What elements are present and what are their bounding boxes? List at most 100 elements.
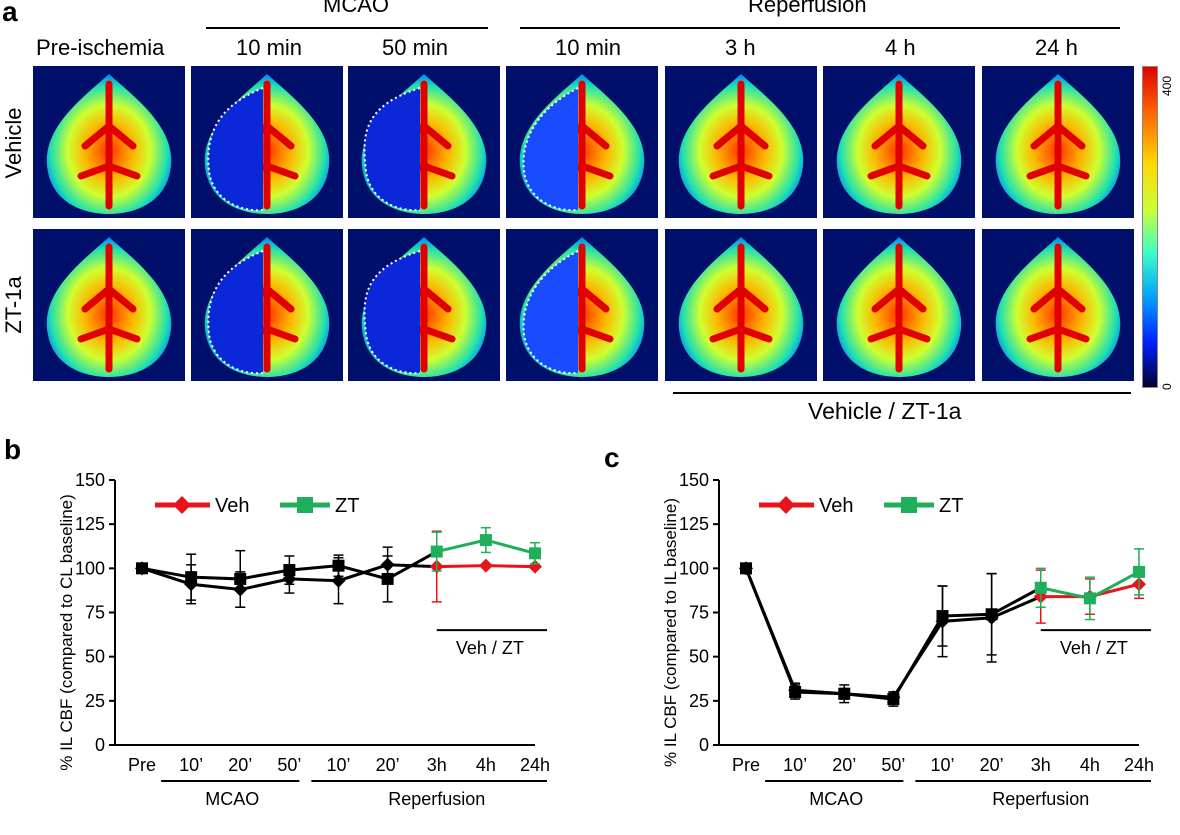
data-point-zt — [838, 687, 851, 700]
data-point-zt — [936, 610, 949, 623]
data-point-zt — [185, 571, 198, 584]
x-tick-label: 20’ — [980, 755, 1004, 775]
data-point-zt — [985, 608, 998, 621]
x-tick-label: Pre — [732, 755, 760, 775]
mcao-group-label: MCAO — [205, 789, 259, 809]
ischemic-region — [364, 251, 420, 374]
y-tick-label: 100 — [679, 558, 709, 578]
col-label-pre-ischemia: Pre-ischemia — [36, 35, 165, 60]
y-tick-label: 50 — [689, 647, 709, 667]
y-tick-label: 50 — [85, 647, 105, 667]
cbf-image-tile — [982, 229, 1134, 381]
colorbar-min-label: 0 — [1160, 383, 1174, 390]
colorbar-max-label: 400 — [1160, 75, 1174, 96]
cbf-image-tile — [506, 66, 658, 218]
row-label-zt1a: ZT-1a — [1, 276, 26, 334]
col-label-rep-24h: 24 h — [1035, 35, 1078, 60]
data-point-zt — [381, 572, 394, 585]
x-tick-label: 50’ — [277, 755, 301, 775]
x-tick-label: Pre — [128, 755, 156, 775]
cbf-image-tile — [191, 229, 343, 381]
y-tick-label: 150 — [75, 470, 105, 490]
legend-zt-label: ZT — [939, 495, 963, 517]
data-point-zt — [529, 547, 541, 560]
cbf-image-tile — [506, 229, 658, 381]
y-tick-label: 75 — [85, 603, 105, 623]
chart-b: 0 25 50 75 100 125 150 Pre 10’ 20’ 50’ 10’ 20’ 3h 4h 24… — [57, 470, 550, 809]
series-line-pre — [744, 567, 1042, 701]
data-point-veh — [528, 559, 542, 574]
x-tick-label: 50’ — [881, 755, 905, 775]
x-tick-label: 4h — [1080, 755, 1100, 775]
ischemic-region — [523, 251, 578, 374]
ischemic-region — [364, 88, 420, 211]
legend-veh-label: Veh — [215, 495, 249, 517]
x-tick-label: 20’ — [228, 755, 252, 775]
y-tick-label: 75 — [689, 603, 709, 623]
mcao-group-label: MCAO — [809, 789, 863, 809]
data-point-zt — [430, 545, 443, 558]
data-point-zt — [887, 693, 900, 706]
cbf-image-tile — [191, 66, 343, 218]
treatment-label: Veh / ZT — [456, 638, 524, 658]
x-tick-label: 20’ — [376, 755, 400, 775]
cbf-image-tile — [982, 66, 1134, 218]
x-tick-label: 4h — [476, 755, 496, 775]
data-point-veh — [331, 573, 346, 588]
treatment-line — [673, 392, 1131, 394]
y-axis-label: % IL CBF (compared to CL baseline) — [57, 494, 76, 771]
panel-a-letter: a — [2, 0, 18, 27]
lesion-outline — [363, 87, 421, 212]
legend-veh-marker — [173, 496, 191, 514]
data-point-zt — [789, 686, 802, 698]
data-point-zt — [1083, 592, 1096, 605]
legend-zt-marker — [297, 497, 313, 513]
data-point-zt — [283, 564, 296, 577]
y-tick-label: 150 — [679, 470, 709, 490]
legend-veh-marker — [777, 496, 795, 514]
treatment-label: Veh / ZT — [1060, 638, 1128, 658]
y-axis-label: % IL CBF (compared to IL baseline) — [661, 498, 680, 767]
data-point-zt — [479, 534, 492, 547]
cbf-image-tile — [33, 66, 185, 218]
mcao-header-line — [206, 27, 488, 29]
y-tick-label: 125 — [679, 514, 709, 534]
lesion-outline — [363, 250, 421, 375]
data-point-zt — [1133, 565, 1145, 578]
cbf-image-tile — [348, 66, 500, 218]
panel-b-letter: b — [4, 434, 22, 465]
col-label-rep-3h: 3 h — [725, 35, 756, 60]
data-point-veh — [478, 558, 493, 573]
col-label-rep-4h: 4 h — [885, 35, 916, 60]
reperfusion-header-line — [520, 27, 1120, 29]
col-label-rep-10min: 10 min — [555, 35, 622, 60]
x-tick-label: 24h — [520, 755, 550, 775]
cbf-image-tile — [348, 229, 500, 381]
x-tick-label: 10’ — [326, 755, 350, 775]
y-tick-label: 100 — [75, 558, 105, 578]
x-tick-label: 10’ — [179, 755, 203, 775]
panel-c-letter: c — [604, 442, 620, 473]
legend-zt-marker — [901, 497, 917, 513]
x-tick-label: 10’ — [783, 755, 807, 775]
x-tick-label: 3h — [427, 755, 447, 775]
cbf-image-tile — [823, 229, 975, 381]
ischemic-region — [208, 251, 263, 374]
ischemic-region — [523, 88, 578, 211]
mcao-header: MCAO — [323, 0, 389, 17]
y-tick-label: 125 — [75, 514, 105, 534]
reperfusion-header: Reperfusion — [748, 0, 867, 17]
lesion-outline — [207, 250, 264, 375]
data-point-zt — [332, 559, 345, 572]
y-tick-label: 0 — [699, 735, 709, 755]
col-label-mcao-10min: 10 min — [236, 35, 303, 60]
cbf-image-tile — [665, 66, 817, 218]
legend-veh-label: Veh — [819, 495, 853, 517]
chart-c: 0 25 50 75 100 125 150 Pre 10’ 20’ 50’ 10’ 20’ 3h 4h 24… — [661, 470, 1154, 809]
treatment-label: Vehicle / ZT-1a — [808, 398, 962, 424]
data-point-zt — [1034, 581, 1047, 594]
lesion-outline — [207, 87, 264, 212]
cbf-image-tile — [823, 66, 975, 218]
col-label-mcao-50min: 50 min — [382, 35, 449, 60]
cbf-image-tile — [665, 229, 817, 381]
